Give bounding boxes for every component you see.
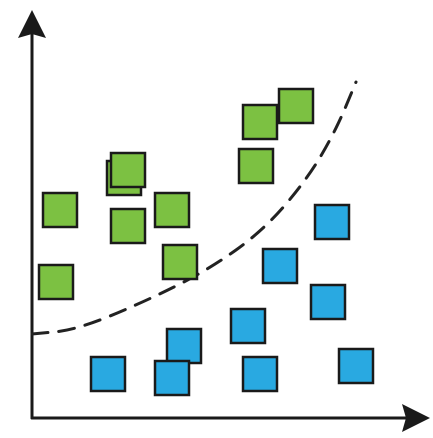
- green-square: [277, 87, 315, 125]
- data-points: [37, 87, 375, 397]
- green-square: [241, 103, 279, 141]
- green-square: [37, 263, 75, 301]
- green-square: [153, 191, 191, 229]
- boundary-curve: [30, 80, 358, 336]
- green-square: [109, 207, 147, 245]
- blue-square: [153, 359, 191, 397]
- blue-square: [313, 203, 351, 241]
- blue-square: [261, 247, 299, 285]
- arrow-right-icon: [402, 404, 430, 432]
- blue-square: [89, 355, 127, 393]
- decision-boundary: [30, 80, 358, 336]
- blue-square: [309, 283, 347, 321]
- blue-square: [229, 307, 267, 345]
- arrow-up-icon: [18, 10, 46, 38]
- green-square: [237, 147, 275, 185]
- axes: [18, 10, 430, 432]
- blue-square: [337, 347, 375, 385]
- blue-square: [165, 327, 203, 365]
- green-square: [161, 243, 199, 281]
- green-square: [109, 151, 147, 189]
- blue-square: [241, 355, 279, 393]
- green-square: [41, 191, 79, 229]
